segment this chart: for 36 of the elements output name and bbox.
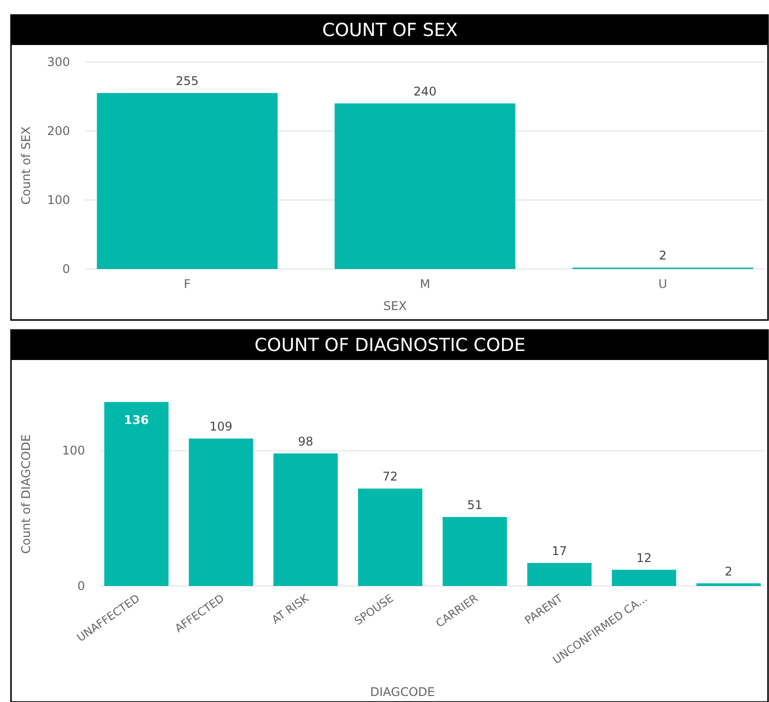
y-tick-label: 300 [47, 55, 70, 69]
y-axis-title: Count of SEX [19, 126, 33, 205]
y-axis-title: Count of DIAGCODE [19, 434, 33, 554]
bar [612, 570, 676, 586]
x-axis-title: DIAGCODE [370, 685, 435, 699]
y-tick-label: 100 [47, 193, 70, 207]
bar [358, 488, 422, 586]
x-tick-label: F [184, 277, 191, 291]
bar [273, 453, 338, 586]
bar [188, 438, 254, 586]
data-label: 72 [382, 470, 398, 484]
bar [527, 563, 592, 586]
y-tick-label: 0 [77, 579, 85, 593]
y-tick-label: 0 [62, 262, 70, 276]
x-axis-title: SEX [383, 299, 407, 313]
data-label: 109 [210, 420, 232, 434]
bar [96, 93, 278, 269]
y-tick-label: 100 [62, 444, 85, 458]
data-label: 98 [298, 434, 314, 448]
data-label: 51 [467, 498, 482, 512]
x-tick-label: M [420, 277, 430, 291]
data-label: 240 [414, 84, 436, 98]
x-tick-label: U [658, 277, 668, 291]
data-label: 136 [124, 413, 149, 427]
bar [442, 517, 507, 586]
bar [334, 103, 516, 269]
y-tick-label: 200 [47, 124, 70, 138]
data-label: 2 [724, 564, 732, 578]
data-label: 17 [552, 544, 568, 558]
chart-title: COUNT OF SEX [322, 20, 458, 41]
bar [104, 402, 169, 586]
chart-title: COUNT OF DIAGNOSTIC CODE [254, 335, 526, 356]
data-label: 12 [636, 550, 652, 565]
bar [696, 583, 761, 586]
data-label: 2 [658, 248, 667, 263]
data-label: 255 [176, 74, 199, 88]
